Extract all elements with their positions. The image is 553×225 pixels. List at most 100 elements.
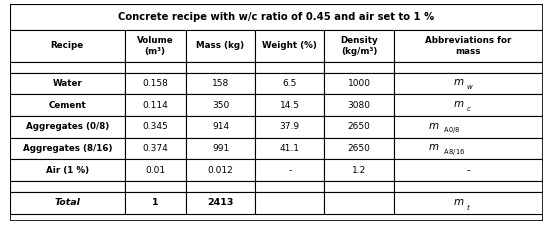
Bar [124,181,186,192]
Text: 2413: 2413 [207,198,234,207]
Text: 2650: 2650 [348,122,371,131]
Text: 0.345: 0.345 [142,122,168,131]
Bar [186,30,255,62]
Bar [255,73,325,94]
Bar [325,192,394,214]
Text: Volume
(m³): Volume (m³) [137,36,174,56]
Text: $\mathit{m}$: $\mathit{m}$ [427,121,439,131]
Bar [186,62,255,73]
Text: 2650: 2650 [348,144,371,153]
Text: Aggregates (8/16): Aggregates (8/16) [23,144,112,153]
Bar [10,138,124,159]
Bar [10,62,124,73]
Text: $c$: $c$ [466,105,472,113]
Bar [186,138,255,159]
Bar [186,159,255,181]
Text: 0.158: 0.158 [142,79,168,88]
Text: -: - [467,165,470,175]
Text: Total: Total [54,198,80,207]
Text: 14.5: 14.5 [280,101,300,110]
Bar [325,181,394,192]
Bar [124,94,186,116]
Bar [394,192,543,214]
Bar [255,159,325,181]
Text: 0.114: 0.114 [142,101,168,110]
Text: $\mathit{m}$: $\mathit{m}$ [453,99,464,109]
Text: Density
(kg/m³): Density (kg/m³) [340,36,378,56]
Text: Air (1 %): Air (1 %) [46,166,89,175]
Text: $\mathrm{A\,0/8}$: $\mathrm{A\,0/8}$ [443,125,460,135]
Text: $\mathit{m}$: $\mathit{m}$ [453,77,464,87]
Bar [325,62,394,73]
Bar [124,30,186,62]
Bar [255,62,325,73]
Bar [255,94,325,116]
Text: 1.2: 1.2 [352,166,366,175]
Text: 0.01: 0.01 [145,166,165,175]
Bar [394,73,543,94]
Text: $t$: $t$ [466,202,471,212]
Bar [325,159,394,181]
Bar [255,116,325,138]
Text: 41.1: 41.1 [280,144,300,153]
Text: 158: 158 [212,79,229,88]
Text: 1000: 1000 [348,79,371,88]
Bar [325,116,394,138]
Bar [394,159,543,181]
Bar [325,73,394,94]
Bar [325,30,394,62]
Bar [325,94,394,116]
Bar [394,30,543,62]
Bar [10,30,124,62]
Text: 37.9: 37.9 [280,122,300,131]
Bar [10,159,124,181]
Bar [186,192,255,214]
Bar [255,30,325,62]
Bar [124,192,186,214]
Text: Abbreviations for
mass: Abbreviations for mass [425,36,512,56]
Bar [186,73,255,94]
Text: 350: 350 [212,101,229,110]
Bar [394,138,543,159]
Bar [124,116,186,138]
Bar [10,181,124,192]
Text: $w$: $w$ [466,83,473,91]
Text: 0.012: 0.012 [207,166,233,175]
Bar [394,62,543,73]
Bar [394,181,543,192]
Text: 1: 1 [152,198,159,207]
Text: -: - [288,166,291,175]
Text: $\mathrm{A\,8/16}$: $\mathrm{A\,8/16}$ [443,147,465,157]
Text: Aggregates (0/8): Aggregates (0/8) [25,122,109,131]
Text: Weight (%): Weight (%) [262,41,317,50]
Bar [10,73,124,94]
Text: 914: 914 [212,122,229,131]
Bar [186,116,255,138]
Text: Cement: Cement [48,101,86,110]
Text: Mass (kg): Mass (kg) [196,41,244,50]
Text: 3080: 3080 [348,101,371,110]
Text: 0.374: 0.374 [142,144,168,153]
Text: Water: Water [53,79,82,88]
Bar [325,138,394,159]
Bar [124,62,186,73]
Bar [186,181,255,192]
Bar [10,192,124,214]
Bar [394,94,543,116]
Bar [10,116,124,138]
Bar [124,138,186,159]
Text: 6.5: 6.5 [283,79,297,88]
Text: 991: 991 [212,144,229,153]
Bar [255,138,325,159]
Bar [10,4,543,30]
Bar [124,159,186,181]
Bar [394,116,543,138]
Bar [10,94,124,116]
Text: $\mathit{m}$: $\mathit{m}$ [427,142,439,152]
Text: Concrete recipe with w/c ratio of 0.45 and air set to 1 %: Concrete recipe with w/c ratio of 0.45 a… [118,12,435,22]
Text: Recipe: Recipe [51,41,84,50]
Bar [124,73,186,94]
Bar [255,181,325,192]
Bar [255,192,325,214]
Bar [186,94,255,116]
